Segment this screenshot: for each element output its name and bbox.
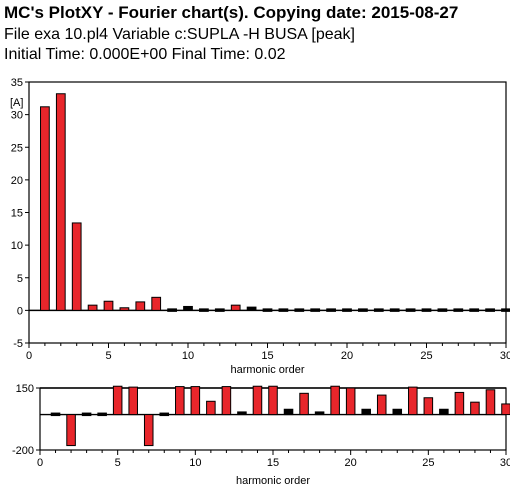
bar-harmonic-29 — [485, 389, 496, 416]
x-tick-label: 5 — [105, 350, 111, 362]
bar-harmonic-11 — [199, 308, 209, 312]
x-axis-label: harmonic order — [231, 364, 305, 376]
bar-harmonic-17 — [294, 308, 305, 312]
bar-harmonic-15 — [262, 308, 273, 312]
x-tick-label: 30 — [500, 457, 510, 469]
x-tick-label: 10 — [182, 350, 194, 362]
y-tick-label: -200 — [12, 445, 34, 457]
bar-harmonic-20 — [342, 308, 352, 312]
bar-harmonic-4 — [97, 412, 107, 417]
bar-harmonic-30 — [501, 308, 510, 312]
x-tick-label: 0 — [26, 350, 32, 362]
bar-harmonic-26 — [437, 308, 448, 312]
bar-harmonic-1 — [40, 106, 50, 311]
file-variable-line: File exa 10.pl4 Variable c:SUPLA -H BUSA… — [4, 26, 355, 43]
y-tick-label: 150 — [16, 383, 34, 395]
bar-harmonic-28 — [470, 401, 480, 416]
phase-chart: 0 5 10 15 20 25 30 -200 150 harmonic order — [12, 383, 510, 487]
bar-harmonic-19 — [326, 308, 336, 312]
bar-harmonic-13 — [237, 411, 247, 416]
bar-harmonic-12 — [221, 386, 232, 416]
bar-harmonic-27 — [454, 391, 465, 416]
bar-harmonic-9 — [167, 308, 177, 312]
bar-harmonic-3 — [71, 222, 82, 311]
bar-harmonic-8 — [159, 412, 170, 417]
x-tick-label: 5 — [115, 457, 121, 469]
y-tick-label: 10 — [11, 240, 23, 252]
x-tick-label: 20 — [341, 350, 353, 362]
bar-harmonic-16 — [278, 308, 289, 312]
bar-harmonic-23 — [392, 408, 403, 416]
bar-harmonic-18 — [314, 411, 325, 416]
bar-harmonic-8 — [151, 296, 162, 311]
time-range-line: Initial Time: 0.000E+00 Final Time: 0.02 — [4, 46, 286, 63]
bar-harmonic-24 — [405, 308, 416, 312]
bar-harmonic-12 — [214, 308, 225, 312]
y-tick-label: 5 — [17, 273, 23, 285]
y-tick-label: -5 — [13, 338, 23, 350]
bar-harmonic-25 — [423, 397, 434, 416]
x-tick-label: 25 — [420, 350, 432, 362]
bar-harmonic-16 — [283, 408, 294, 416]
x-tick-label: 25 — [422, 457, 434, 469]
bar-harmonic-4 — [87, 304, 98, 311]
bar-harmonic-14 — [246, 306, 257, 311]
bar-harmonic-5 — [103, 300, 114, 311]
x-tick-label: 20 — [345, 457, 357, 469]
bar-harmonic-28 — [469, 308, 480, 312]
bar-harmonic-11 — [206, 400, 216, 416]
bar-harmonic-14 — [252, 385, 263, 416]
x-tick-label: 10 — [189, 457, 201, 469]
y-tick-label: 30 — [11, 110, 23, 122]
bar-harmonic-19 — [330, 385, 340, 416]
bar-harmonic-7 — [135, 301, 146, 311]
bar-harmonic-22 — [376, 394, 387, 416]
x-axis-label: harmonic order — [236, 475, 310, 487]
bar-harmonic-1 — [50, 412, 61, 417]
bar-harmonic-20 — [345, 387, 356, 416]
bar-harmonic-29 — [485, 308, 495, 312]
bar-harmonic-3 — [81, 412, 92, 417]
bar-harmonic-30 — [501, 403, 510, 416]
bar-harmonic-17 — [299, 392, 309, 416]
bar-harmonic-6 — [119, 307, 130, 311]
bar-harmonic-5 — [112, 385, 123, 416]
x-tick-label: 15 — [267, 457, 279, 469]
bar-harmonic-7 — [143, 414, 154, 447]
bar-harmonic-21 — [358, 308, 368, 312]
bar-harmonic-10 — [190, 386, 201, 416]
bar-harmonic-6 — [128, 386, 138, 416]
x-tick-label: 30 — [500, 350, 510, 362]
bar-harmonic-25 — [421, 308, 432, 312]
bar-harmonic-22 — [373, 308, 384, 312]
y-tick-label: 20 — [11, 175, 23, 187]
bar-harmonic-18 — [310, 308, 321, 312]
bar-harmonic-27 — [453, 308, 464, 312]
bar-harmonic-10 — [183, 305, 193, 311]
x-tick-label: 0 — [37, 457, 43, 469]
bar-harmonic-21 — [361, 408, 371, 416]
plot-frame — [28, 81, 507, 344]
bar-harmonic-15 — [268, 385, 278, 416]
y-tick-label: 35 — [11, 77, 23, 89]
bar-harmonic-24 — [408, 386, 418, 416]
x-tick-label: 15 — [261, 350, 273, 362]
bar-harmonic-23 — [389, 308, 400, 312]
y-tick-label: 25 — [11, 142, 23, 154]
y-tick-label: 0 — [17, 305, 23, 317]
bar-harmonic-13 — [230, 304, 241, 311]
bar-harmonic-2 — [66, 414, 76, 447]
y-axis-label: [A] — [10, 97, 23, 109]
y-tick-label: 15 — [11, 208, 23, 220]
bar-harmonic-26 — [439, 408, 449, 416]
bar-harmonic-2 — [55, 93, 66, 311]
bar-harmonic-9 — [175, 386, 185, 416]
chart-title: MC's PlotXY - Fourier chart(s). Copying … — [4, 3, 459, 22]
